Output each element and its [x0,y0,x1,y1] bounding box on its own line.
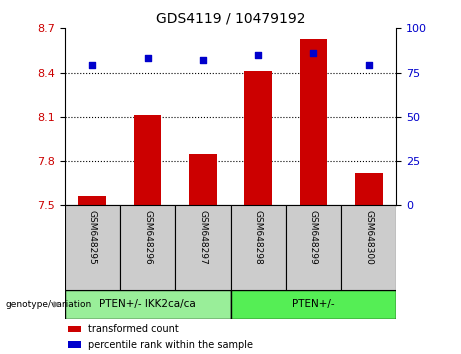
Bar [134,115,161,205]
Text: GSM648295: GSM648295 [88,210,97,264]
Text: GSM648298: GSM648298 [254,210,263,264]
Point [89,63,96,68]
Bar [65,290,230,319]
Bar [286,205,341,290]
Bar [68,341,81,348]
Bar [300,39,327,205]
Bar [65,205,120,290]
Text: transformed count: transformed count [88,324,178,334]
Text: GSM648300: GSM648300 [364,210,373,264]
Bar [189,154,217,205]
Text: percentile rank within the sample: percentile rank within the sample [88,340,253,350]
Bar [244,71,272,205]
Bar [341,205,396,290]
Point [365,63,372,68]
Bar [78,196,106,205]
Point [310,50,317,56]
Text: PTEN+/- IKK2ca/ca: PTEN+/- IKK2ca/ca [99,299,196,309]
Bar [230,205,286,290]
Text: GSM648299: GSM648299 [309,210,318,264]
Title: GDS4119 / 10479192: GDS4119 / 10479192 [156,12,305,26]
Text: genotype/variation: genotype/variation [5,300,91,309]
Bar [230,290,396,319]
Bar [68,326,81,332]
Bar [175,205,230,290]
Bar [120,205,175,290]
Bar [355,173,383,205]
Point [254,52,262,58]
Text: PTEN+/-: PTEN+/- [292,299,335,309]
Point [144,56,151,61]
Point [199,57,207,63]
Text: GSM648296: GSM648296 [143,210,152,264]
Text: GSM648297: GSM648297 [198,210,207,264]
